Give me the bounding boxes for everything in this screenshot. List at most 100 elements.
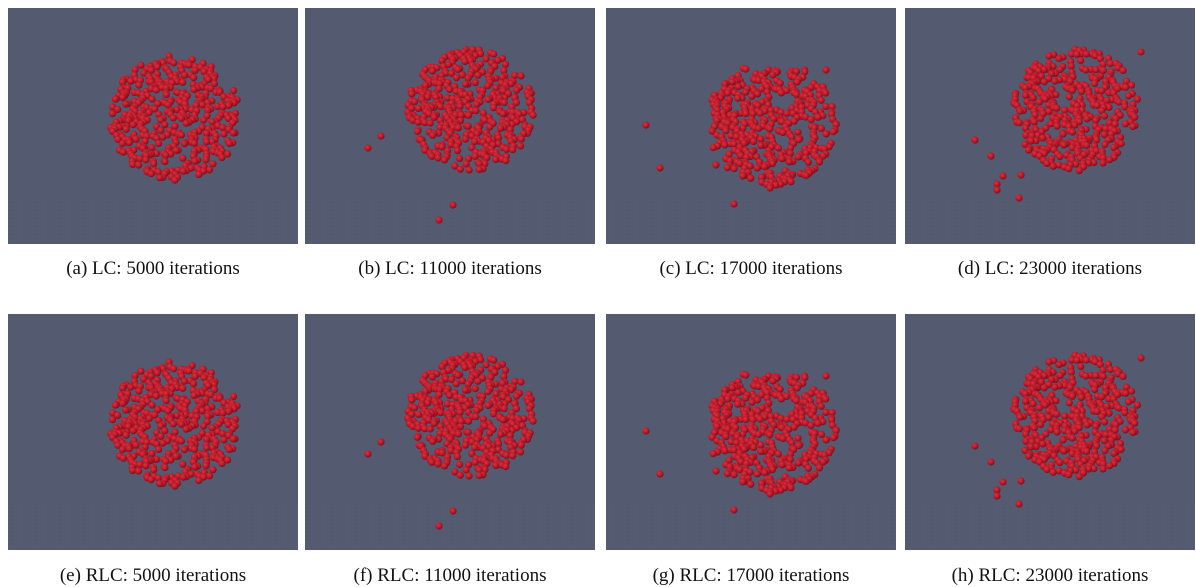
particle [148,170,155,177]
particle [1101,112,1108,119]
particle [1061,413,1068,420]
particle [154,369,161,376]
particle [502,463,509,470]
particle [133,442,140,449]
particle [803,172,810,179]
particle [109,110,116,117]
particle [446,86,453,93]
particle [148,373,155,380]
particle [1069,129,1076,136]
particle [1106,462,1113,469]
particle [503,146,510,153]
floor-grid [606,198,896,244]
particle [179,79,186,86]
particle [364,450,371,457]
particle [823,436,830,443]
particle [1083,448,1090,455]
particle [517,448,524,455]
particle [1039,440,1046,447]
particle [830,128,837,135]
particle [778,395,785,402]
particle [1092,372,1099,379]
particle [183,120,190,127]
particle [453,74,460,81]
particle [971,442,978,449]
render [606,314,896,550]
particle [130,121,137,128]
particle [435,216,442,223]
particle [1083,356,1090,363]
particle [1101,141,1108,148]
particle [734,95,741,102]
particle [135,388,142,395]
particle [971,136,978,143]
particle [787,484,794,491]
particle [1098,87,1105,94]
particle [466,166,473,173]
particle [170,114,177,121]
particle [171,483,178,490]
particle [747,175,754,182]
particle [414,128,421,135]
particle [415,119,422,126]
particle [721,447,728,454]
render [8,314,298,550]
particle [748,399,755,406]
particle [778,155,785,162]
particle [153,392,160,399]
particle [1091,80,1098,87]
particle [492,462,499,469]
particle [830,434,837,441]
particle [739,172,746,179]
particle [226,140,233,147]
particle [1099,465,1106,472]
particle [818,403,825,410]
particle [1022,92,1029,99]
particle [428,459,435,466]
particle [766,184,773,191]
particle [747,481,754,488]
particle [787,178,794,185]
particle [808,116,815,123]
particle [1039,134,1046,141]
particle [408,90,415,97]
particle [1055,361,1062,368]
particle [148,67,155,74]
render [905,314,1195,550]
particle [1016,108,1023,115]
particle [137,62,144,69]
particle [456,103,463,110]
particle [112,96,119,103]
particle [1093,442,1100,449]
particle [453,380,460,387]
particle [779,129,786,136]
particle [156,480,163,487]
particle [808,422,815,429]
particle [461,58,468,65]
particle [1076,167,1083,174]
particle [191,140,198,147]
particle [509,452,516,459]
particle [1054,123,1061,130]
particle [415,411,422,418]
particle [1078,394,1085,401]
particle [1069,393,1076,400]
render [305,314,595,550]
particle [786,158,793,165]
particle [735,389,742,396]
particle [517,72,524,79]
particle [757,110,764,117]
particle [513,393,520,400]
particle [1060,436,1067,443]
particle [230,129,237,136]
particle [501,405,508,412]
particle [642,427,649,434]
particle [1106,156,1113,163]
particle [1069,87,1076,94]
particle [1120,67,1127,74]
particle [766,431,773,438]
particle [1017,477,1024,484]
particle [775,450,782,457]
particle [1101,447,1108,454]
particle [750,138,757,145]
